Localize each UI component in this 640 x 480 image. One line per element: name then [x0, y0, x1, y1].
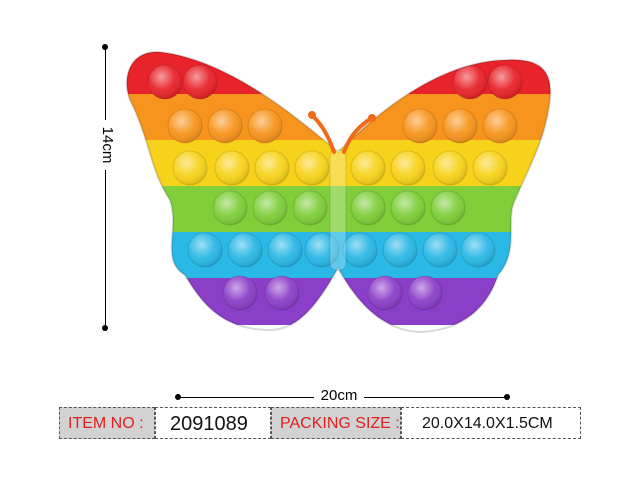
pop-bubble-shine — [183, 65, 217, 99]
height-dimension-top-dot — [102, 44, 108, 50]
packing-size-label: PACKING SIZE : — [271, 407, 401, 439]
pop-bubble-shine — [351, 151, 385, 185]
pop-bubble-shine — [215, 151, 249, 185]
pop-bubble-shine — [453, 65, 487, 99]
packing-size-value: 20.0X14.0X1.5CM — [401, 407, 581, 439]
pop-bubble-shine — [148, 65, 182, 99]
pop-bubble-shine — [488, 65, 522, 99]
height-dimension-bottom-dot — [102, 325, 108, 331]
pop-bubble-shine — [368, 276, 402, 310]
pop-bubble-shine — [483, 109, 517, 143]
pop-bubble-shine — [383, 233, 417, 267]
pop-bubble-shine — [295, 151, 329, 185]
pop-bubble-shine — [188, 233, 222, 267]
pop-bubble-shine — [391, 191, 425, 225]
height-dimension-label: 14cm — [97, 120, 117, 170]
pop-bubble-shine — [265, 276, 299, 310]
pop-bubble-shine — [213, 191, 247, 225]
item-no-value: 2091089 — [155, 407, 271, 439]
color-band — [126, 278, 551, 325]
pop-bubble-shine — [208, 109, 242, 143]
pop-bubble-shine — [268, 233, 302, 267]
pop-bubble-shine — [228, 233, 262, 267]
pop-bubble-shine — [173, 151, 207, 185]
pop-bubble-shine — [443, 109, 477, 143]
pop-bubble-shine — [168, 109, 202, 143]
pop-bubble-shine — [461, 233, 495, 267]
pop-bubble-shine — [248, 109, 282, 143]
pop-bubble-shine — [293, 191, 327, 225]
pop-bubble-shine — [423, 233, 457, 267]
pop-bubble-shine — [351, 191, 385, 225]
pop-bubble-shine — [255, 151, 289, 185]
pop-bubble-shine — [473, 151, 507, 185]
pop-bubble-shine — [223, 276, 257, 310]
pop-bubble-shine — [253, 191, 287, 225]
pop-bubble-shine — [433, 151, 467, 185]
pop-bubble-shine — [431, 191, 465, 225]
item-no-label: ITEM NO : — [59, 407, 155, 439]
pop-bubble-shine — [408, 276, 442, 310]
width-dimension-right-dot — [504, 394, 510, 400]
height-dimension-line — [105, 47, 106, 328]
pop-bubble-shine — [391, 151, 425, 185]
width-dimension-left-dot — [175, 394, 181, 400]
pop-bubble-shine — [305, 233, 339, 267]
width-dimension-label: 20cm — [314, 387, 364, 405]
pop-bubble-shine — [343, 233, 377, 267]
pop-bubble-shine — [403, 109, 437, 143]
color-band — [126, 186, 551, 233]
